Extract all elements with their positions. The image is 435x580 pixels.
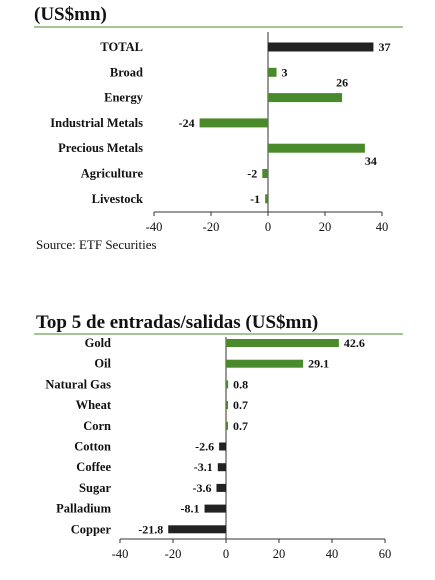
- category-label: Natural Gas: [45, 377, 111, 391]
- bar: [226, 421, 228, 430]
- bar: [226, 359, 304, 368]
- category-label: Agriculture: [81, 167, 144, 181]
- value-label: -1: [250, 192, 260, 206]
- bar: [226, 339, 339, 347]
- category-label: Corn: [83, 419, 111, 433]
- x-tick-label: 40: [376, 220, 389, 234]
- value-label: -21.8: [138, 522, 163, 536]
- x-tick-label: 20: [319, 220, 332, 234]
- x-tick-label: 20: [273, 547, 286, 561]
- bar: [268, 93, 343, 103]
- chart2-plot: Gold 42.6 Oil 29.1 Natural Gas 0.8 Wheat 0.7 Cor…: [45, 336, 391, 561]
- x-tick-label: -40: [146, 220, 163, 234]
- value-label: 37: [378, 40, 390, 54]
- bar: [226, 380, 229, 389]
- x-tick-label: -20: [165, 547, 182, 561]
- bar: [217, 463, 226, 472]
- x-tick-label: -20: [203, 220, 220, 234]
- category-label: Industrial Metals: [50, 116, 143, 130]
- bar: [168, 525, 226, 534]
- category-label: Oil: [94, 357, 111, 371]
- chart1-title: (US$mn): [34, 4, 107, 25]
- value-label: 42.6: [344, 336, 365, 350]
- category-label: TOTAL: [100, 40, 143, 54]
- category-label: Gold: [85, 336, 111, 350]
- category-label: Palladium: [56, 502, 111, 516]
- value-label: 0.7: [233, 419, 248, 433]
- bar: [199, 118, 268, 128]
- category-label: Broad: [110, 65, 143, 79]
- value-label: -3.6: [192, 481, 211, 495]
- x-tick-label: 40: [326, 547, 339, 561]
- value-label: 0.7: [233, 398, 248, 412]
- value-label: -2.6: [195, 440, 214, 454]
- x-tick-label: 0: [223, 547, 229, 561]
- category-label: Wheat: [76, 398, 112, 412]
- value-label: 34: [365, 154, 377, 168]
- value-label: -24: [179, 116, 195, 130]
- source-note: Source: ETF Securities: [36, 237, 157, 252]
- category-label: Coffee: [76, 460, 111, 474]
- category-label: Precious Metals: [58, 141, 143, 155]
- x-tick-label: 0: [265, 220, 271, 234]
- bar: [268, 42, 374, 52]
- bar: [219, 442, 226, 451]
- chart2-title: Top 5 de entradas/salidas (US$mn): [36, 312, 318, 333]
- category-label: Energy: [104, 91, 144, 105]
- bar: [226, 401, 228, 410]
- category-label: Livestock: [92, 192, 143, 206]
- bar: [268, 67, 277, 77]
- value-label: 3: [282, 65, 288, 79]
- category-label: Copper: [71, 522, 112, 536]
- chart1-plot: TOTAL 37 Broad 3 Energy 26 Industrial Metals -2…: [50, 32, 390, 234]
- value-label: 29.1: [308, 357, 329, 371]
- value-label: 0.8: [233, 377, 248, 391]
- bar: [262, 169, 268, 178]
- x-tick-label: 60: [379, 547, 392, 561]
- value-label: -2: [247, 167, 257, 181]
- bar: [268, 143, 365, 153]
- category-label: Cotton: [74, 440, 111, 454]
- bar: [204, 504, 226, 513]
- category-label: Sugar: [79, 481, 111, 495]
- bar: [216, 483, 226, 492]
- x-tick-label: -40: [112, 547, 129, 561]
- value-label: 26: [336, 76, 348, 90]
- value-label: -3.1: [194, 460, 213, 474]
- bar: [265, 194, 268, 204]
- value-label: -8.1: [181, 502, 200, 516]
